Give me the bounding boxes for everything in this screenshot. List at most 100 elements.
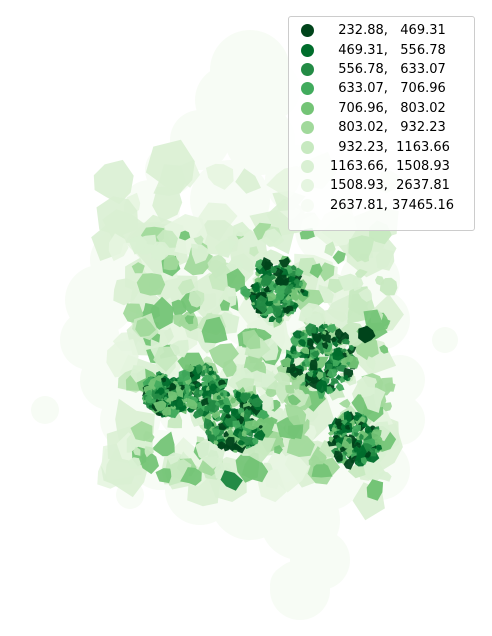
legend-swatch: [301, 82, 314, 96]
region-area: [361, 457, 386, 484]
region-area: [339, 398, 351, 409]
region-area: [310, 350, 320, 358]
region-area: [280, 357, 292, 368]
region-area: [282, 307, 291, 315]
region-area: [295, 267, 304, 277]
region-area: [358, 325, 376, 344]
legend-item: 556.78, 633.07: [289, 60, 474, 79]
region-area: [264, 473, 280, 489]
region-area: [161, 406, 171, 416]
region-area: [216, 387, 221, 392]
region-area: [169, 377, 178, 385]
region-area: [300, 347, 310, 355]
region-area: [244, 419, 259, 431]
legend-label: 232.88, 469.31: [330, 23, 446, 39]
region-area: [251, 397, 264, 408]
region-area: [290, 264, 297, 271]
legend-label: 556.78, 633.07: [330, 61, 446, 77]
region-area: [127, 457, 143, 469]
region-area: [130, 421, 153, 442]
region-area: [235, 168, 261, 194]
region-area: [334, 328, 345, 341]
legend-item: 803.02, 932.23: [289, 118, 474, 137]
region-area: [328, 431, 335, 436]
region-area: [133, 446, 141, 456]
region-area: [225, 414, 232, 419]
legend-label: 1508.93, 2637.81: [330, 178, 450, 194]
region-area: [346, 437, 352, 444]
region-area: [201, 397, 209, 407]
region-area: [270, 565, 310, 605]
region-area: [169, 401, 176, 407]
region-area: [346, 426, 351, 430]
region-area: [348, 235, 375, 262]
legend-item: 706.96, 803.02: [289, 99, 474, 118]
region-area: [361, 387, 386, 413]
region-area: [340, 419, 348, 426]
region-area: [148, 296, 174, 330]
region-area: [299, 383, 307, 391]
region-area: [232, 221, 251, 237]
region-area: [206, 385, 211, 391]
region-area: [339, 446, 346, 453]
region-area: [311, 460, 333, 478]
region-area: [131, 262, 145, 274]
region-area: [108, 233, 129, 262]
region-area: [330, 336, 337, 343]
region-area: [366, 356, 376, 371]
region-area: [139, 449, 159, 475]
region-area: [356, 444, 367, 459]
region-area: [185, 398, 198, 410]
region-area: [379, 277, 398, 296]
legend-item: 232.88, 469.31: [289, 21, 474, 40]
region-area: [177, 278, 195, 296]
region-area: [343, 374, 349, 381]
region-area: [307, 338, 314, 348]
region-area: [251, 302, 255, 306]
region-area: [292, 330, 303, 339]
region-area: [243, 409, 251, 420]
region-area: [363, 309, 382, 334]
region-area: [235, 390, 241, 399]
region-area: [330, 380, 336, 386]
legend-item: 2637.81, 37465.16: [289, 196, 474, 215]
region-area: [145, 389, 153, 397]
region-area: [241, 453, 269, 483]
region-area: [239, 386, 246, 394]
legend-label: 803.02, 932.23: [330, 120, 446, 136]
region-area: [193, 235, 204, 247]
region-area: [331, 427, 338, 432]
region-area: [342, 361, 347, 366]
region-area: [322, 330, 327, 335]
region-area: [273, 371, 290, 387]
region-area: [252, 361, 266, 374]
region-area: [287, 394, 301, 406]
region-area: [135, 317, 156, 337]
region-area: [161, 377, 167, 383]
region-area: [298, 339, 306, 347]
region-area: [261, 257, 271, 272]
region-area: [190, 386, 197, 392]
legend-swatch: [301, 101, 314, 115]
legend-item: 1508.93, 2637.81: [289, 176, 474, 195]
region-area: [240, 285, 252, 298]
region-area: [253, 429, 266, 441]
region-area: [167, 412, 183, 429]
region-area: [145, 139, 195, 194]
region-area: [343, 458, 356, 470]
legend-swatch: [301, 179, 314, 193]
region-area: [184, 315, 195, 325]
region-area: [155, 468, 172, 484]
region-area: [370, 425, 376, 431]
region-area: [335, 382, 345, 392]
region-area: [136, 273, 166, 296]
region-area: [249, 246, 259, 257]
region-area: [145, 395, 154, 404]
region-area: [300, 288, 305, 294]
region-area: [332, 250, 346, 265]
region-area: [198, 389, 204, 395]
region-area: [128, 235, 148, 255]
region-area: [191, 243, 211, 265]
region-area: [172, 380, 178, 385]
legend-label: 633.07, 706.96: [330, 81, 446, 97]
